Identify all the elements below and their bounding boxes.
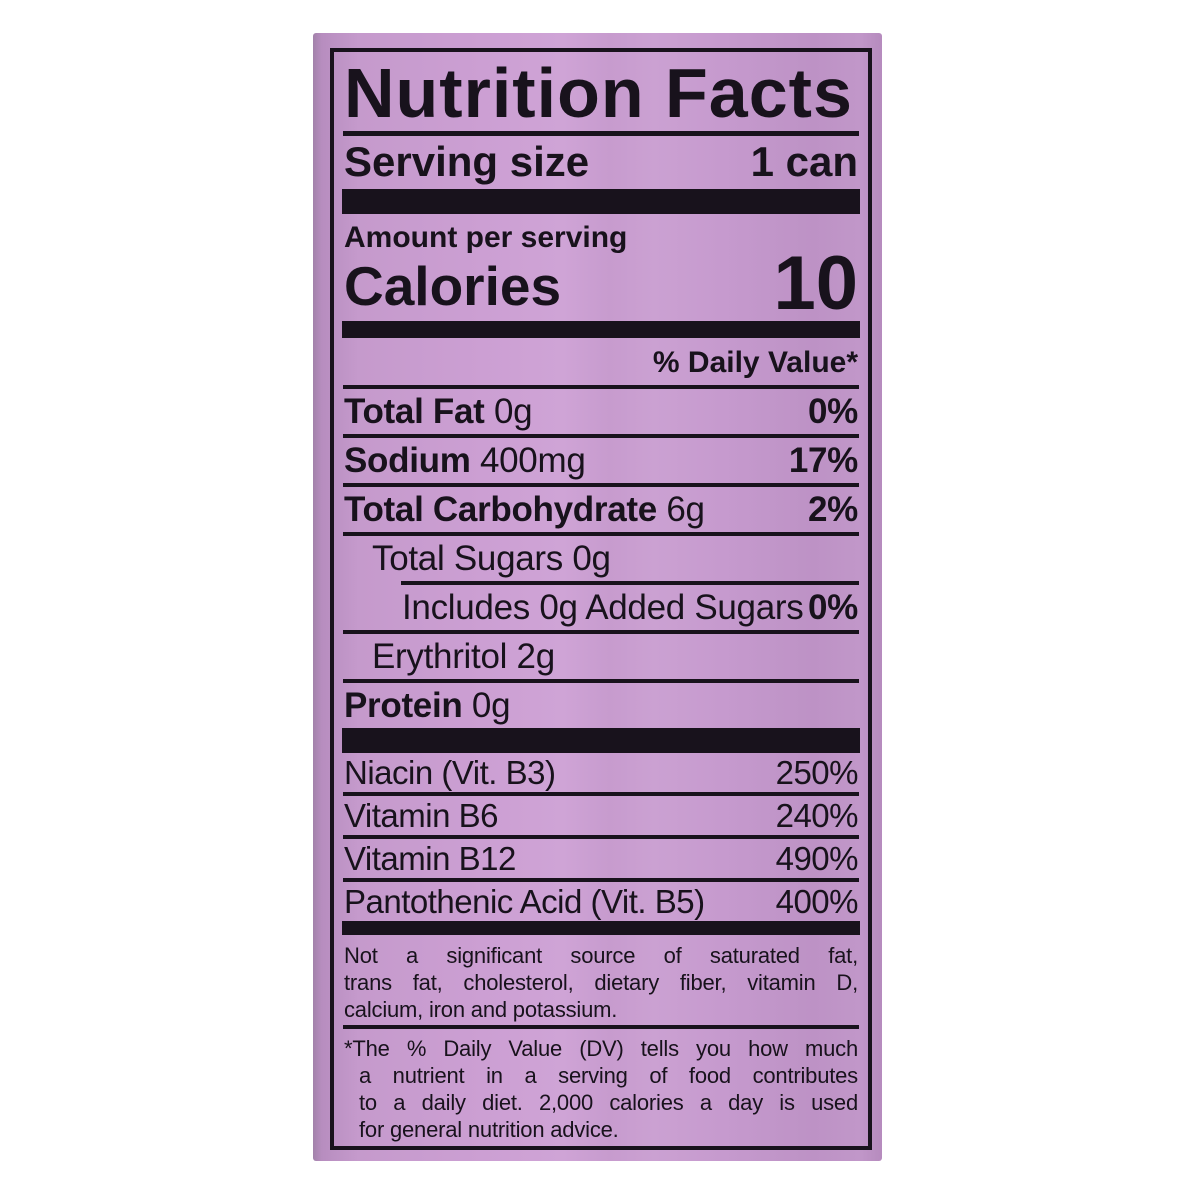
vitamin-dv: 240% — [775, 797, 859, 834]
divider — [343, 131, 859, 136]
nutrient-amount: 0g — [471, 686, 511, 725]
nutrient-row-sodium: Sodium 400mg 17% — [343, 438, 859, 483]
thick-separator-bar — [342, 921, 860, 935]
nutrient-dv: 0% — [808, 588, 858, 627]
calories-label: Calories — [344, 255, 562, 317]
vitamin-dv: 490% — [775, 840, 859, 877]
footnote-line: Not a significant source of saturated fa… — [344, 943, 858, 968]
divider — [343, 792, 859, 796]
footnote-line: calcium, iron and potassium. — [344, 997, 618, 1022]
nutrient-dv: 2% — [808, 490, 858, 529]
daily-value-header: % Daily Value* — [652, 346, 858, 379]
divider — [343, 483, 859, 487]
vitamin-dv: 400% — [775, 883, 859, 920]
nutrient-name-amount: Total Sugars 0g — [344, 540, 611, 577]
nutrient-row-total-sugars: Total Sugars 0g — [343, 536, 859, 581]
divider — [343, 878, 859, 882]
divider — [343, 1025, 859, 1029]
serving-size-label: Serving size — [344, 138, 590, 185]
thick-separator-bar — [342, 728, 860, 753]
divider-indented — [401, 581, 859, 585]
footnote-line: for general nutrition advice. — [359, 1117, 619, 1142]
divider — [343, 385, 859, 389]
nutrient-name-amount: Protein 0g — [344, 686, 511, 725]
footnote-line: *The % Daily Value (DV) tells you how mu… — [344, 1036, 858, 1061]
nutrient-name: Erythritol — [372, 637, 508, 676]
nutrient-row-added-sugars: Includes 0g Added Sugars 0% — [343, 585, 859, 630]
nutrient-name-amount: Sodium 400mg — [344, 442, 586, 479]
nutrient-row-total-carbohydrate: Total Carbohydrate 6g 2% — [343, 487, 859, 532]
serving-size-value: 1 can — [750, 138, 858, 185]
vitamin-row-b6: Vitamin B6 240% — [343, 796, 859, 835]
nutrient-name: Total Carbohydrate — [344, 490, 657, 529]
vitamin-dv: 250% — [775, 754, 859, 791]
can-surface: Nutrition Facts Serving size 1 can Amoun… — [313, 33, 882, 1161]
nutrient-row-protein: Protein 0g — [343, 683, 859, 728]
thick-separator-bar — [342, 321, 860, 338]
nutrient-amount: 6g — [666, 490, 705, 529]
footnote-line: to a daily diet. 2,000 calories a day is… — [359, 1090, 858, 1115]
nutrition-facts-title: Nutrition Facts — [344, 54, 853, 132]
vitamin-name: Niacin (Vit. B3) — [344, 754, 556, 791]
nutrient-name: Sodium — [344, 441, 471, 480]
divider — [343, 835, 859, 839]
nutrient-row-erythritol: Erythritol 2g — [343, 634, 859, 679]
divider — [343, 434, 859, 438]
footnote-not-significant: Not a significant source of saturated fa… — [343, 935, 859, 1025]
vitamin-name: Pantothenic Acid (Vit. B5) — [344, 883, 705, 920]
nutrient-name-amount: Erythritol 2g — [344, 638, 555, 675]
nutrient-dv: 17% — [788, 441, 858, 480]
vitamin-row-b12: Vitamin B12 490% — [343, 839, 859, 878]
nutrient-dv: 0% — [808, 392, 858, 431]
nutrient-name: Protein — [344, 686, 463, 725]
nutrition-facts-panel: Nutrition Facts Serving size 1 can Amoun… — [330, 48, 872, 1150]
footnote-line: a nutrient in a serving of food contribu… — [359, 1063, 858, 1088]
calories-row: Calories 10 — [343, 241, 859, 326]
nutrient-name: Total Fat — [344, 392, 485, 431]
nutrient-amount: 0g — [493, 392, 533, 431]
nutrient-name: Total Sugars — [372, 539, 563, 578]
nutrient-name-amount: Total Fat 0g — [344, 392, 533, 431]
vitamin-name: Vitamin B12 — [344, 840, 516, 877]
nutrient-amount: 2g — [516, 637, 556, 676]
thick-separator-bar — [342, 189, 860, 214]
divider — [343, 532, 859, 536]
divider — [343, 679, 859, 683]
nutrient-amount: 400mg — [479, 441, 586, 480]
nutrient-amount: 0g — [572, 539, 611, 578]
calories-value: 10 — [773, 241, 858, 326]
nutrient-name: Includes 0g Added Sugars — [402, 588, 804, 627]
vitamin-row-pantothenic-acid: Pantothenic Acid (Vit. B5) 400% — [343, 882, 859, 921]
footnote-daily-value: *The % Daily Value (DV) tells you how mu… — [343, 1029, 859, 1145]
amount-per-serving-label: Amount per serving — [344, 221, 628, 254]
footnote-line: trans fat, cholesterol, dietary fiber, v… — [344, 970, 858, 995]
nutrient-name-amount: Total Carbohydrate 6g — [344, 491, 705, 528]
serving-size-row: Serving size 1 can — [343, 136, 859, 189]
vitamin-row-niacin: Niacin (Vit. B3) 250% — [343, 753, 859, 792]
nutrient-row-total-fat: Total Fat 0g 0% — [343, 389, 859, 434]
vitamin-name: Vitamin B6 — [344, 797, 498, 834]
divider — [343, 630, 859, 634]
